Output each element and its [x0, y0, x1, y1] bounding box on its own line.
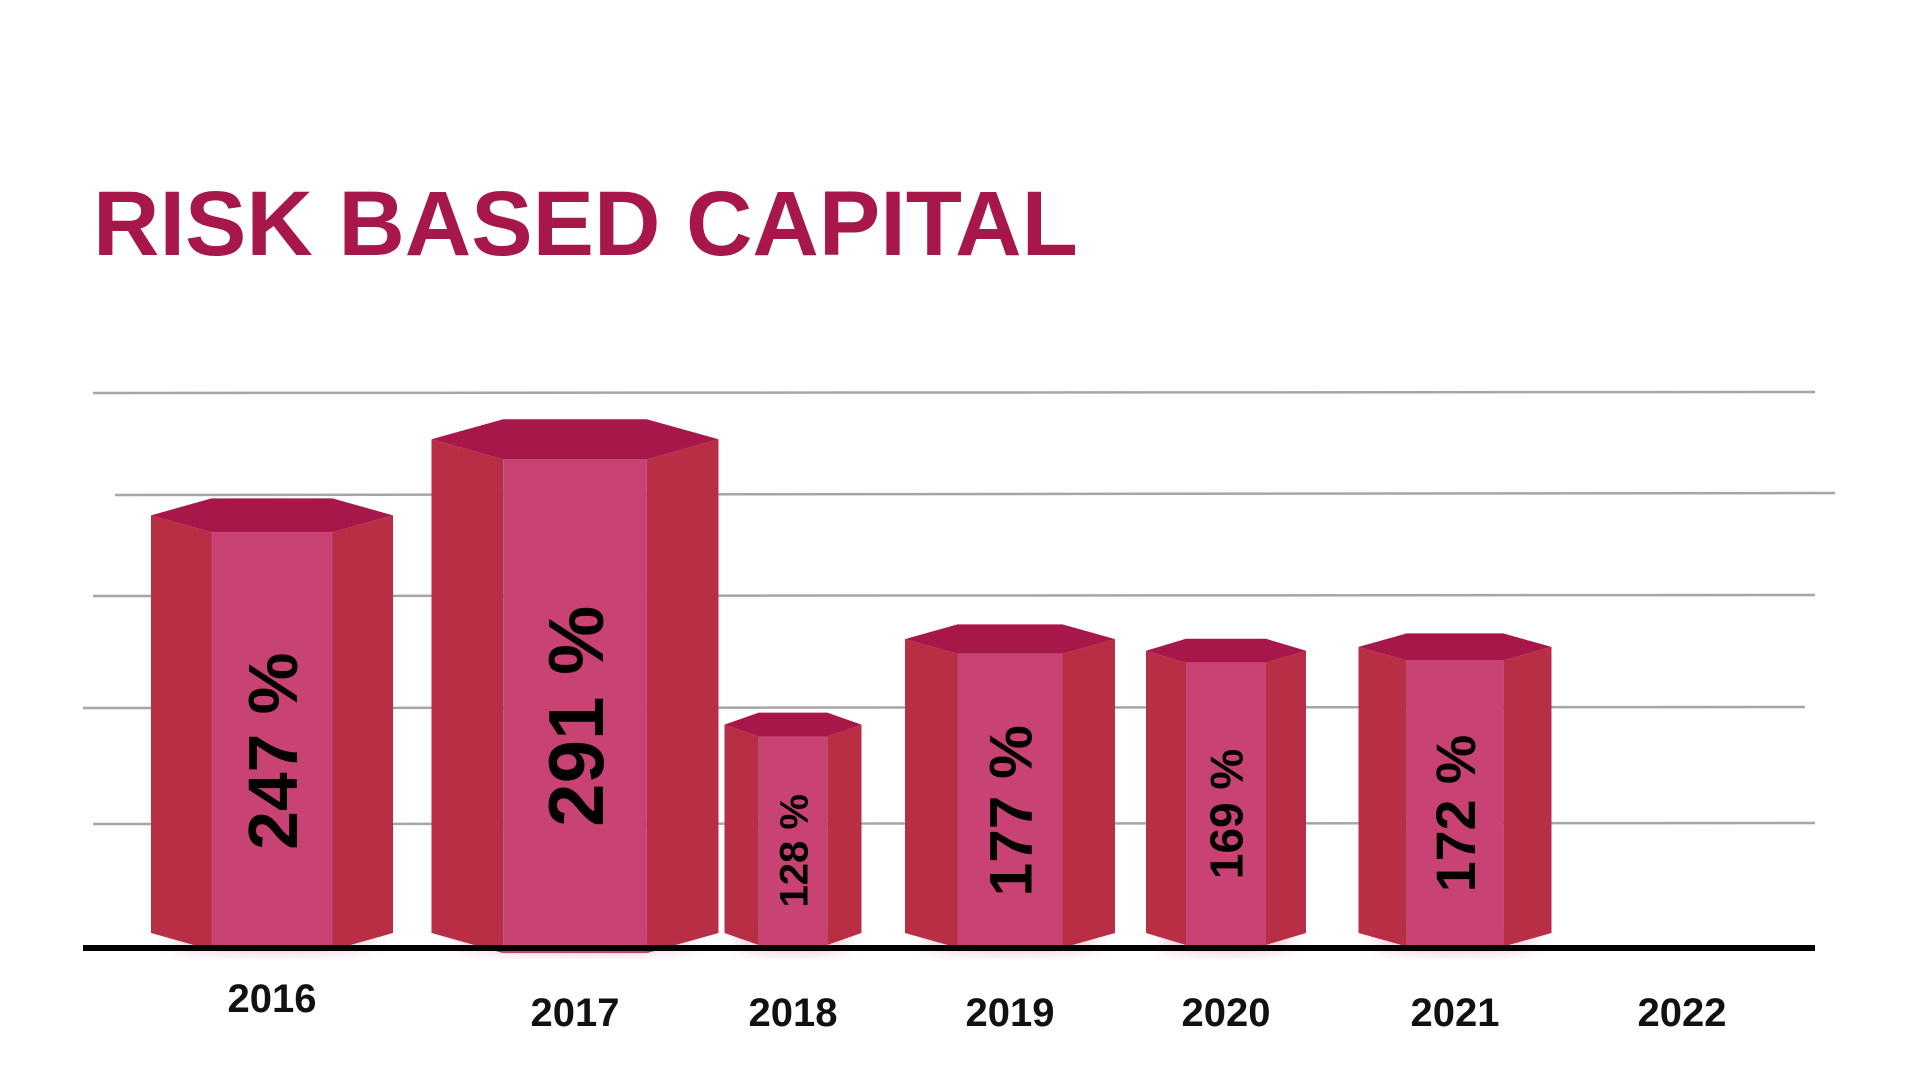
bar-front-face: [957, 653, 1063, 948]
bar-left-face: [1358, 646, 1407, 947]
bar-left-face: [905, 639, 958, 948]
bar-top-cap: [724, 712, 862, 737]
bar-top-cap: [431, 419, 719, 460]
bar-value-label: 177 %: [977, 725, 1045, 896]
x-tick-label: 2022: [1638, 991, 1727, 1035]
bar-front-face: [1406, 660, 1504, 947]
x-tick-label: 2016: [228, 977, 317, 1021]
bar-2018: 128 %: [724, 712, 862, 951]
bar-front-face: [1186, 662, 1266, 945]
bar-2016: 247 %: [151, 498, 393, 951]
chart-title: RISK BASED CAPITAL: [93, 173, 1078, 275]
bar-2019: 177 %: [905, 624, 1115, 951]
bar-right-face: [1062, 639, 1115, 948]
bar-value-label: 169 %: [1201, 749, 1253, 879]
bar-left-face: [151, 515, 212, 950]
bar-left-face: [724, 724, 759, 945]
bars: 247 % 291 % 128 % 177 % 169 % 172 %: [151, 419, 1552, 954]
bar-right-face: [646, 439, 719, 954]
bar-value-label: 247 %: [234, 652, 312, 849]
bar-top-cap: [1146, 638, 1306, 663]
bar-value-label: 172 %: [1425, 735, 1487, 892]
bar-right-face: [1503, 646, 1552, 947]
bar-value-label: 128 %: [772, 794, 816, 907]
x-axis-labels: 2016 2017 2018 2019 2020 2021 2022: [228, 977, 1727, 1035]
x-tick-label: 2017: [531, 991, 620, 1035]
bar-left-face: [1146, 650, 1186, 945]
x-tick-label: 2018: [749, 991, 838, 1035]
x-tick-label: 2021: [1411, 991, 1500, 1035]
bar-left-face: [431, 439, 504, 954]
x-tick-label: 2019: [966, 991, 1055, 1035]
bar-2020: 169 %: [1146, 638, 1306, 951]
bar-top-cap: [1358, 633, 1552, 661]
bar-2021: 172 %: [1358, 633, 1552, 951]
bar-2017: 291 %: [431, 419, 719, 954]
bar-right-face: [332, 515, 393, 950]
bar-front-face: [211, 532, 333, 950]
gridline: [92, 390, 1816, 395]
bar-right-face: [1266, 650, 1306, 945]
bar-value-label: 291 %: [532, 606, 620, 827]
bar-top-cap: [905, 624, 1115, 654]
gridline: [114, 491, 1836, 497]
bar-front-face: [758, 736, 828, 945]
bar-front-face: [503, 459, 647, 954]
bar-top-cap: [151, 498, 393, 533]
bar-right-face: [827, 724, 862, 945]
x-tick-label: 2020: [1182, 991, 1271, 1035]
